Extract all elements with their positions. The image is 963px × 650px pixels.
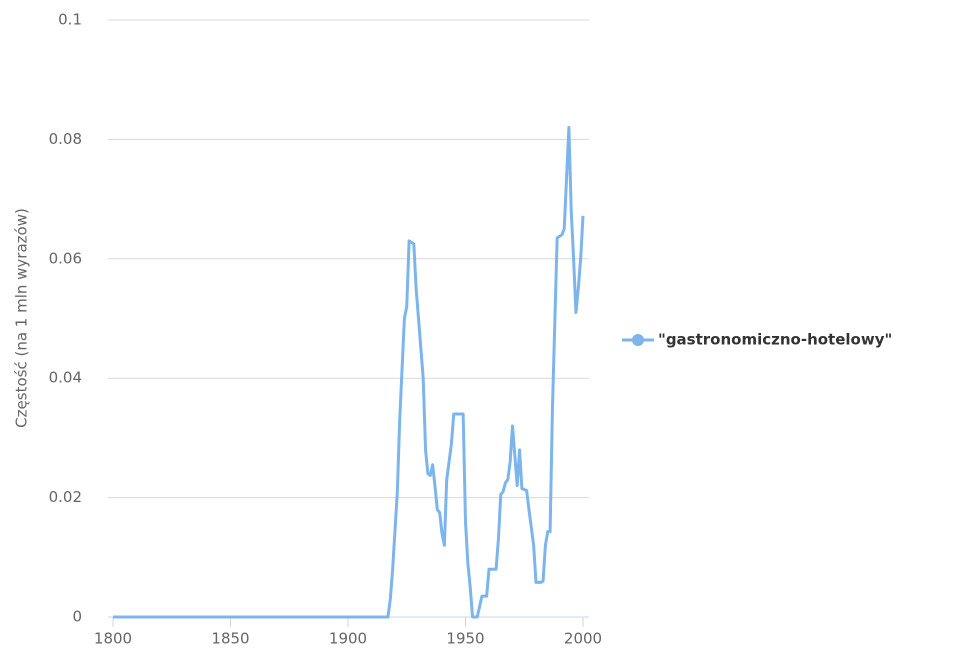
y-tick-label: 0.04 xyxy=(49,369,82,387)
x-tick-label: 1950 xyxy=(446,630,484,648)
y-tick-label: 0.08 xyxy=(49,130,82,148)
legend-label: "gastronomiczno-hotelowy" xyxy=(658,331,892,349)
y-tick-label: 0.02 xyxy=(49,488,82,506)
y-tick-label: 0.06 xyxy=(49,249,82,267)
y-axis-label: Częstość (na 1 mln wyrazów) xyxy=(13,208,31,428)
y-tick-label: 0.1 xyxy=(58,11,82,29)
x-tick-label: 1850 xyxy=(211,630,249,648)
x-tick-label: 2000 xyxy=(564,630,602,648)
x-tick-label: 1900 xyxy=(329,630,367,648)
data-line xyxy=(113,125,585,619)
y-tick-label: 0 xyxy=(72,608,82,626)
x-tick-label: 1800 xyxy=(94,630,132,648)
legend-marker xyxy=(632,334,644,346)
